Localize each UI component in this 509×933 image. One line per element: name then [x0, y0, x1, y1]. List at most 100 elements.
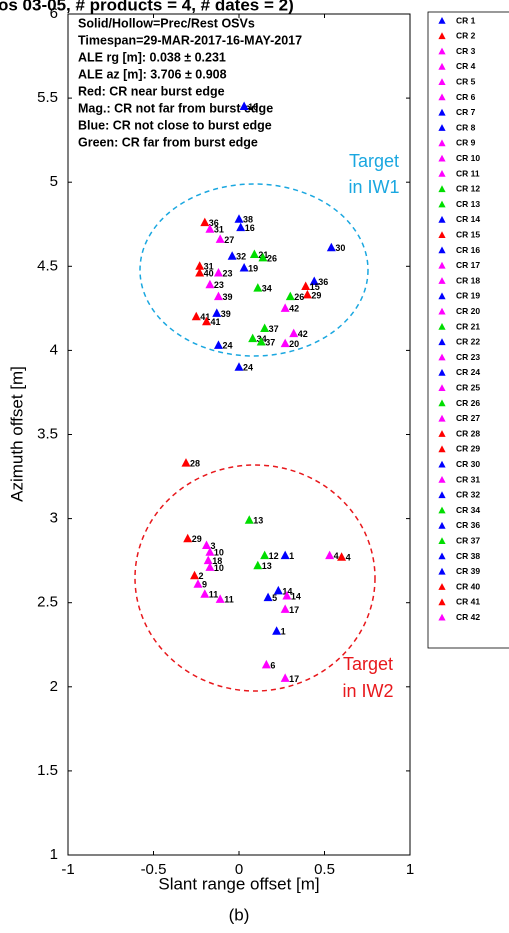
- legend-label: CR 10: [456, 153, 480, 163]
- point: [236, 222, 246, 232]
- point-label: 39: [221, 309, 231, 319]
- point: [215, 594, 225, 603]
- legend-label: CR 31: [456, 474, 480, 484]
- y-tick-label: 3: [50, 510, 58, 527]
- point: [195, 268, 205, 277]
- point-label: 34: [262, 284, 272, 294]
- point: [234, 362, 244, 371]
- legend-marker: [438, 215, 446, 223]
- point: [183, 533, 193, 543]
- point-label: 36: [318, 277, 328, 287]
- x-tick-label: 1: [406, 861, 414, 878]
- point-label: 23: [214, 280, 224, 290]
- point: [282, 590, 292, 600]
- legend-marker: [438, 521, 446, 529]
- point-label: 14: [291, 591, 301, 601]
- point-label: 9: [202, 580, 207, 590]
- point: [212, 308, 222, 317]
- point-label: 2: [199, 571, 204, 581]
- point: [239, 262, 249, 272]
- legend-marker: [438, 292, 446, 300]
- x-axis-label: Slant range offset [m]: [158, 874, 319, 893]
- legend-label: CR 40: [456, 581, 480, 591]
- legend-label: CR 12: [456, 184, 480, 194]
- annotation: Blue: CR not close to burst edge: [78, 118, 272, 132]
- point: [325, 550, 335, 560]
- point-label: 5: [272, 593, 277, 603]
- y-tick-label: 1.5: [37, 762, 58, 779]
- annotation: ALE rg [m]: 0.038 ± 0.231: [78, 50, 226, 64]
- point: [191, 311, 201, 321]
- legend-marker: [438, 277, 446, 284]
- point: [200, 217, 210, 227]
- chart-title: os 03-05, # products = 4, # dates = 2): [0, 0, 294, 14]
- legend-marker: [438, 338, 446, 346]
- point: [181, 458, 191, 467]
- legend-label: CR 32: [456, 490, 480, 500]
- target-ellipse: [134, 464, 376, 692]
- legend-label: CR 22: [456, 337, 480, 347]
- point: [280, 604, 290, 613]
- point: [326, 242, 336, 252]
- point: [205, 279, 215, 289]
- legend-label: CR 20: [456, 306, 480, 316]
- point-label: 30: [335, 243, 345, 253]
- y-tick-label: 5.5: [37, 89, 58, 106]
- legend-marker: [438, 476, 446, 483]
- annotation: Mag.: CR not far from burst edge: [78, 101, 273, 115]
- target-ellipse: [139, 183, 369, 357]
- point: [280, 338, 290, 348]
- legend-marker: [438, 139, 446, 147]
- point: [273, 585, 283, 595]
- legend-label: CR 37: [456, 535, 480, 545]
- annotation: Solid/Hollow=Prec/Rest OSVs: [78, 16, 255, 30]
- point-label: 10: [248, 102, 258, 112]
- point: [203, 555, 213, 565]
- legend-label: CR 25: [456, 382, 480, 392]
- legend-label: CR 38: [456, 551, 480, 561]
- annotation: Green: CR far from burst edge: [78, 135, 258, 149]
- legend-marker: [438, 200, 446, 208]
- point-label: 3: [211, 541, 216, 551]
- point: [195, 261, 205, 270]
- legend-label: CR 3: [456, 46, 476, 56]
- point-label: 12: [269, 551, 279, 561]
- point-label: 16: [245, 223, 255, 233]
- point: [213, 340, 223, 349]
- point: [193, 579, 203, 588]
- legend-label: CR 27: [456, 413, 480, 423]
- legend-marker: [438, 567, 446, 575]
- legend-label: CR 7: [456, 107, 476, 117]
- legend-marker: [438, 185, 446, 193]
- legend-marker: [438, 368, 446, 376]
- x-tick-label: 0: [235, 861, 243, 878]
- point-label: 31: [214, 225, 224, 235]
- legend-marker: [438, 399, 446, 407]
- point-label: 42: [298, 329, 308, 339]
- legend-marker: [438, 353, 446, 361]
- point: [280, 303, 290, 312]
- legend-label: CR 1: [456, 15, 476, 25]
- legend-label: CR 18: [456, 275, 480, 285]
- legend-marker: [438, 491, 446, 499]
- legend-label: CR 30: [456, 459, 480, 469]
- annotation: Red: CR near burst edge: [78, 84, 225, 98]
- point-label: 14: [282, 586, 292, 596]
- point-label: 26: [267, 253, 277, 263]
- point: [280, 550, 290, 560]
- point: [200, 589, 210, 598]
- point-label: 18: [212, 556, 222, 566]
- legend-marker: [438, 598, 446, 606]
- legend-marker: [438, 47, 446, 55]
- point: [205, 562, 215, 571]
- point: [263, 592, 273, 602]
- point: [202, 316, 212, 326]
- legend-label: CR 28: [456, 428, 480, 438]
- point: [213, 268, 223, 277]
- y-tick-label: 4: [50, 341, 58, 358]
- target-label: in IW2: [342, 681, 393, 701]
- legend-marker: [438, 307, 446, 315]
- legend-label: CR 21: [456, 321, 480, 331]
- legend-label: CR 23: [456, 352, 480, 362]
